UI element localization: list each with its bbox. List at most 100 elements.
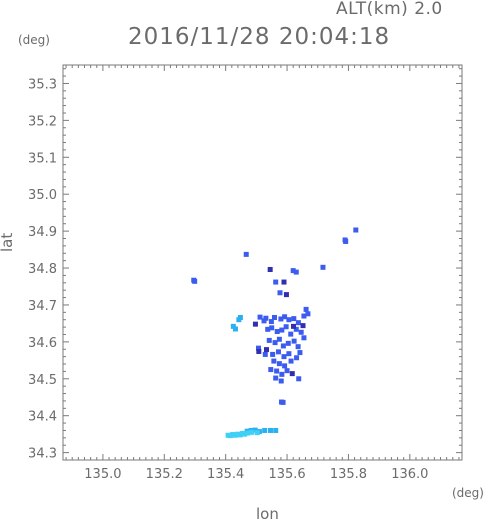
data-point	[269, 325, 275, 331]
data-point	[286, 317, 292, 323]
data-point	[274, 368, 280, 374]
data-point	[295, 320, 301, 326]
y-tick-label: 34.5	[28, 373, 57, 388]
data-point	[252, 427, 258, 433]
data-point	[273, 375, 279, 381]
data-point	[279, 371, 285, 377]
data-point	[277, 290, 283, 296]
data-point	[271, 315, 277, 321]
data-point	[353, 227, 359, 233]
data-point	[272, 340, 278, 346]
data-point	[273, 279, 279, 285]
data-point	[276, 361, 282, 367]
data-point	[291, 316, 297, 322]
data-point	[267, 427, 273, 433]
data-point	[293, 326, 299, 332]
data-point	[274, 329, 280, 335]
timestamp-title: 2016/11/28 20:04:18	[128, 24, 391, 50]
data-point	[279, 327, 285, 333]
data-point	[256, 345, 262, 351]
data-point	[293, 269, 299, 275]
data-point	[303, 306, 309, 312]
data-point	[230, 323, 236, 329]
data-point	[280, 399, 286, 405]
data-point	[300, 323, 306, 329]
data-point	[296, 376, 302, 382]
data-point	[343, 238, 349, 244]
data-point	[288, 331, 294, 337]
data-point	[273, 427, 279, 433]
y-tick-label: 34.9	[28, 225, 57, 240]
data-point	[283, 324, 289, 330]
y-tick-label: 34.6	[28, 336, 57, 351]
plot-frame	[62, 64, 463, 461]
data-point	[294, 355, 300, 361]
axis-tick-labels: 135.0 135.2 135.4 135.6 135.8 136.0 34.3 34.4 34…	[28, 77, 428, 482]
x-tick-label: 135.2	[146, 467, 183, 482]
x-tick-label: 135.6	[268, 467, 305, 482]
data-point	[249, 429, 255, 435]
y-tick-label: 35.3	[28, 77, 57, 92]
x-tick-label: 136.0	[391, 467, 428, 482]
x-tick-label: 135.0	[84, 467, 121, 482]
data-point	[288, 358, 294, 364]
data-point	[301, 313, 307, 319]
data-point	[267, 267, 273, 273]
data-point	[271, 358, 277, 364]
data-point	[245, 430, 251, 436]
data-point	[278, 316, 284, 322]
y-unit-label: (deg)	[18, 33, 50, 47]
data-point	[320, 264, 326, 270]
plot-border	[62, 64, 463, 461]
data-point	[237, 315, 243, 321]
data-point	[265, 326, 271, 332]
data-point	[289, 371, 295, 377]
data-point	[232, 326, 238, 332]
data-point	[262, 351, 268, 357]
data-point	[282, 314, 288, 320]
data-point	[281, 354, 287, 360]
data-point	[284, 368, 290, 374]
data-points	[191, 227, 359, 439]
data-point	[270, 351, 276, 357]
data-point	[268, 319, 274, 325]
data-point	[290, 323, 296, 329]
y-tick-label: 35.1	[28, 151, 57, 166]
data-point	[305, 311, 311, 317]
y-tick-label: 34.8	[28, 262, 57, 277]
data-point	[256, 348, 262, 354]
data-point	[242, 431, 248, 437]
data-point	[283, 292, 289, 298]
data-point	[285, 340, 291, 346]
x-tick-label: 135.4	[207, 467, 244, 482]
data-point	[262, 427, 268, 433]
data-point	[291, 338, 297, 344]
data-point	[268, 367, 274, 373]
data-point	[295, 344, 301, 350]
data-point	[278, 378, 284, 384]
data-point	[261, 318, 267, 324]
data-point	[290, 268, 296, 274]
data-point	[297, 350, 303, 356]
data-point	[301, 335, 307, 341]
x-axis-label: lon	[256, 505, 279, 523]
y-tick-label: 34.7	[28, 299, 57, 314]
altitude-label: ALT(km) 2.0	[336, 0, 443, 19]
data-point	[276, 336, 282, 342]
data-point	[254, 430, 260, 436]
data-point	[263, 315, 269, 321]
y-tick-label: 35.2	[28, 114, 57, 129]
data-point	[281, 279, 287, 285]
data-point	[192, 278, 198, 284]
y-tick-label: 34.4	[28, 410, 57, 425]
data-point	[282, 363, 288, 369]
data-point	[275, 349, 281, 355]
data-point	[280, 343, 286, 349]
data-point	[286, 351, 292, 357]
data-point	[298, 329, 304, 335]
data-point	[263, 347, 269, 353]
data-point	[252, 321, 258, 327]
data-point	[243, 251, 249, 257]
data-point	[266, 337, 272, 343]
